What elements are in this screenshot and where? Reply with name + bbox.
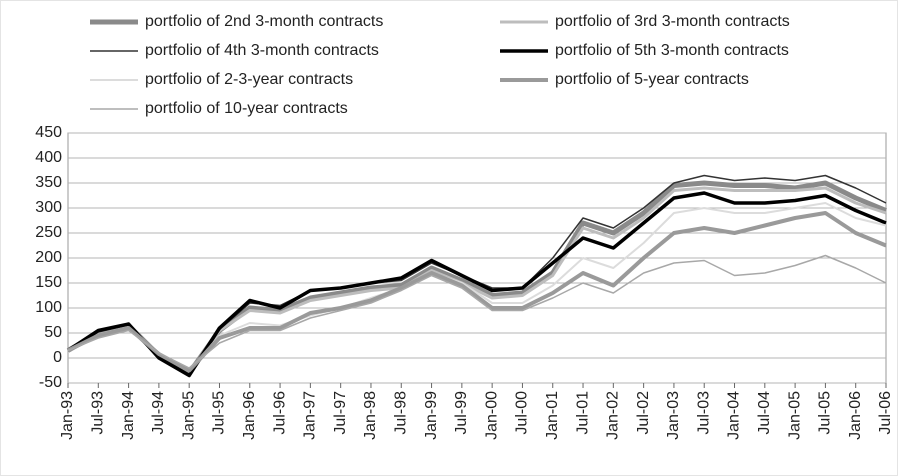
x-tick-label: Jul-06 bbox=[877, 391, 894, 435]
y-tick-label: 200 bbox=[35, 249, 62, 266]
y-tick-label: 300 bbox=[35, 199, 62, 216]
legend-label: portfolio of 4th 3-month contracts bbox=[145, 42, 379, 59]
x-tick-label: Jan-01 bbox=[544, 391, 561, 440]
x-tick-label: Jan-96 bbox=[241, 391, 258, 440]
x-tick-label: Jan-93 bbox=[59, 391, 76, 440]
x-tick-label: Jul-04 bbox=[756, 391, 773, 435]
y-tick-label: 400 bbox=[35, 149, 62, 166]
y-tick-label: 0 bbox=[53, 349, 62, 366]
x-tick-label: Jul-98 bbox=[392, 391, 409, 435]
y-tick-label: 350 bbox=[35, 174, 62, 191]
x-tick-label: Jul-95 bbox=[211, 391, 228, 435]
series-line bbox=[67, 191, 887, 378]
x-tick-label: Jul-02 bbox=[635, 391, 652, 435]
x-tick-label: Jan-03 bbox=[665, 391, 682, 440]
x-tick-label: Jan-94 bbox=[120, 391, 137, 440]
x-tick-label: Jul-01 bbox=[574, 391, 591, 435]
x-tick-label: Jan-05 bbox=[786, 391, 803, 440]
x-tick-label: Jul-05 bbox=[817, 391, 834, 435]
x-tick-label: Jul-99 bbox=[453, 391, 470, 435]
x-tick-label: Jan-97 bbox=[302, 391, 319, 440]
x-tick-label: Jul-94 bbox=[150, 391, 167, 435]
series-line bbox=[66, 180, 887, 376]
x-tick-label: Jan-02 bbox=[605, 391, 622, 440]
x-tick-label: Jul-93 bbox=[90, 391, 107, 435]
x-tick-label: Jan-99 bbox=[423, 391, 440, 440]
x-tick-label: Jan-06 bbox=[847, 391, 864, 440]
y-tick-label: -50 bbox=[39, 374, 62, 391]
series-line bbox=[67, 254, 887, 369]
legend-label: portfolio of 2-3-year contracts bbox=[145, 71, 353, 88]
x-tick-label: Jan-98 bbox=[362, 391, 379, 440]
y-tick-label: 250 bbox=[35, 224, 62, 241]
x-tick-label: Jul-96 bbox=[271, 391, 288, 435]
series-line bbox=[67, 211, 887, 373]
y-tick-label: 450 bbox=[35, 124, 62, 141]
legend-label: portfolio of 5-year contracts bbox=[555, 71, 749, 88]
legend-label: portfolio of 2nd 3-month contracts bbox=[145, 13, 383, 30]
legend-label: portfolio of 10-year contracts bbox=[145, 100, 348, 117]
x-tick-label: Jan-04 bbox=[726, 391, 743, 440]
x-tick-label: Jul-97 bbox=[332, 391, 349, 435]
x-tick-label: Jan-95 bbox=[180, 391, 197, 440]
y-tick-label: 150 bbox=[35, 274, 62, 291]
series-line bbox=[67, 186, 887, 375]
x-tick-label: Jan-00 bbox=[483, 391, 500, 440]
y-tick-label: 100 bbox=[35, 299, 62, 316]
x-tick-label: Jul-03 bbox=[695, 391, 712, 435]
x-tick-label: Jul-00 bbox=[514, 391, 531, 435]
legend-label: portfolio of 5th 3-month contracts bbox=[555, 42, 789, 59]
legend-label: portfolio of 3rd 3-month contracts bbox=[555, 13, 790, 30]
y-tick-label: 50 bbox=[44, 324, 62, 341]
series-line bbox=[67, 174, 887, 375]
